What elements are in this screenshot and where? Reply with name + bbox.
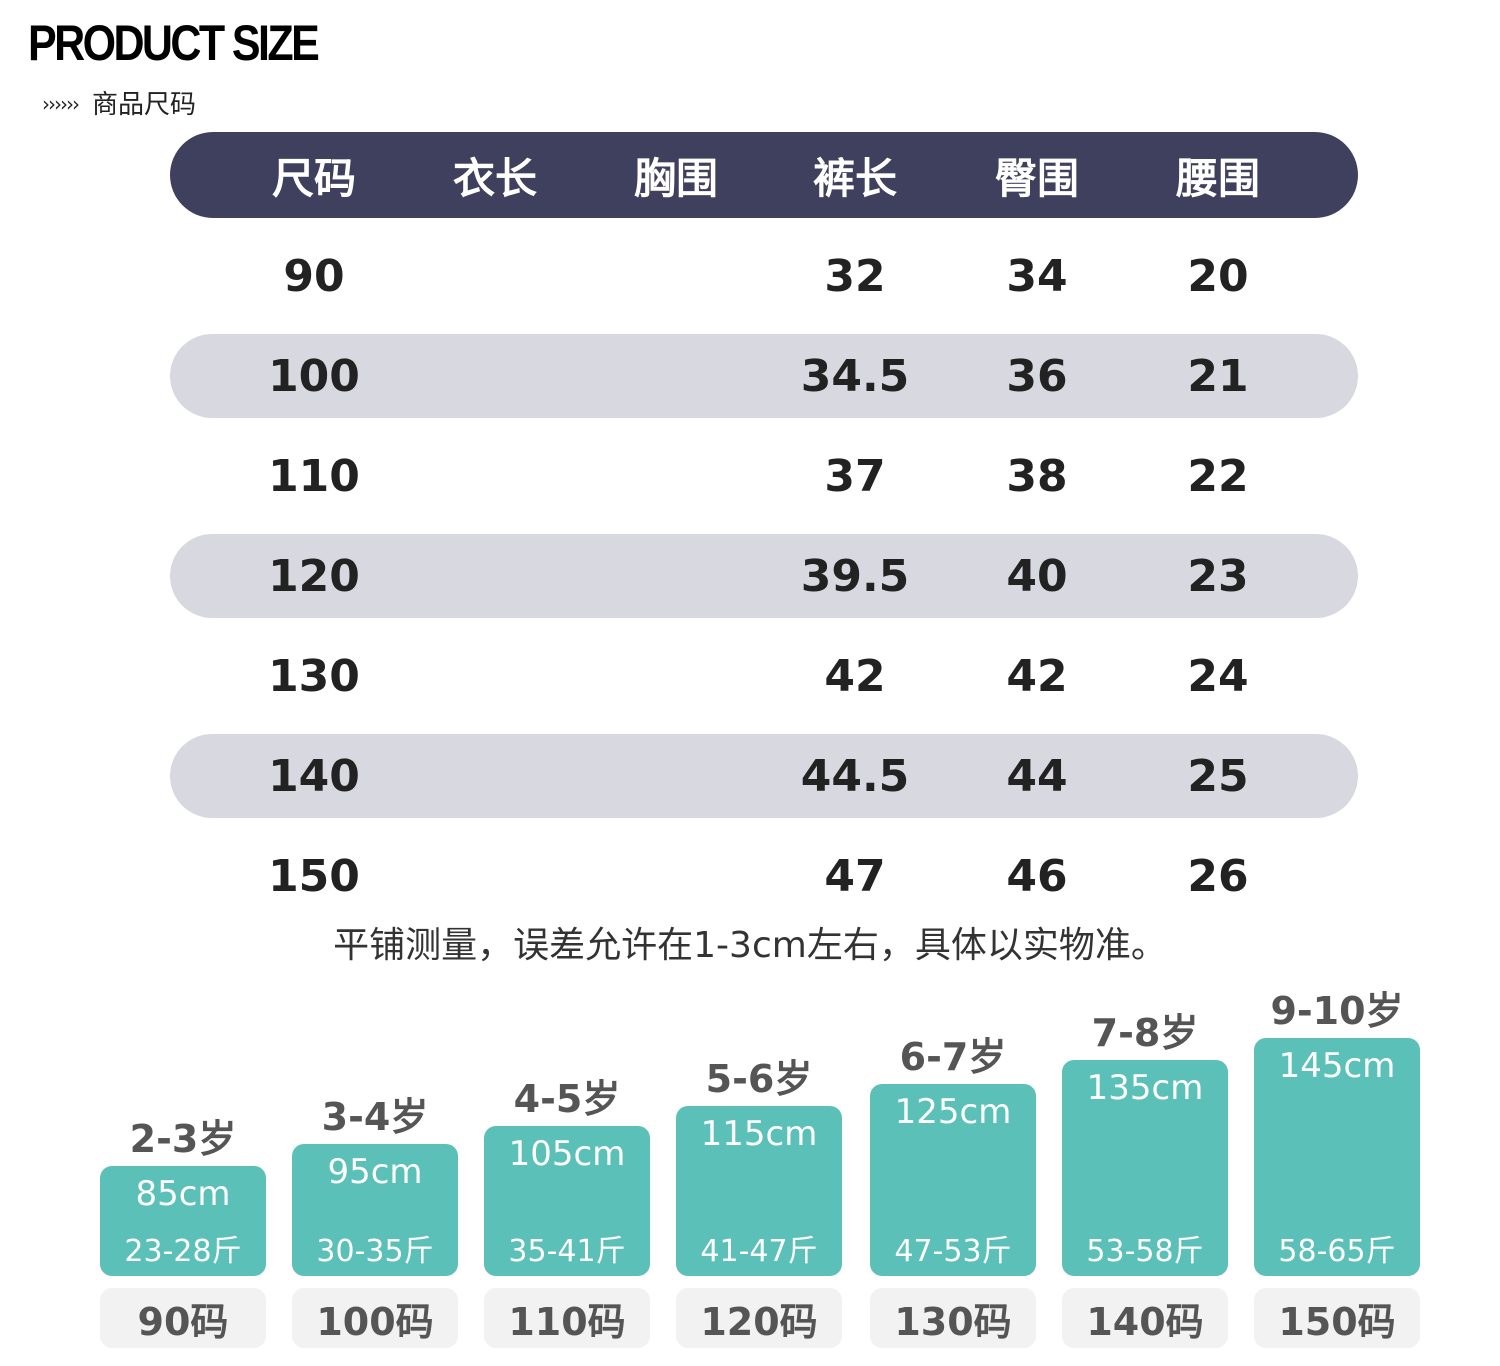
table-row: 120 39.5 40 23 (170, 534, 1358, 618)
cell-pants-length: 42 (824, 650, 886, 702)
weight-value: 41-47斤 (700, 1234, 818, 1269)
size-table-header: 尺码 衣长 胸围 裤长 臀围 腰围 (170, 132, 1358, 218)
cell-size: 140 (268, 750, 360, 802)
weight-value: 47-53斤 (894, 1234, 1012, 1269)
size-label: 110码 (484, 1288, 650, 1348)
height-value: 85cm (135, 1174, 231, 1214)
cell-hip: 46 (1006, 850, 1068, 902)
height-value: 145cm (1278, 1046, 1396, 1086)
table-row: 130 42 42 24 (170, 634, 1358, 718)
height-value: 115cm (700, 1114, 818, 1154)
age-label: 9-10岁 (1270, 989, 1404, 1033)
header-cell-waist: 腰围 (1175, 153, 1260, 203)
measurement-note: 平铺测量，误差允许在1-3cm左右，具体以实物准。 (333, 925, 1167, 966)
cell-hip: 34 (1006, 250, 1068, 302)
cell-size: 150 (268, 850, 360, 902)
size-label: 130码 (870, 1288, 1036, 1348)
age-label: 2-3岁 (129, 1117, 237, 1161)
cell-pants-length: 34.5 (800, 350, 910, 402)
weight-value: 35-41斤 (508, 1234, 626, 1269)
cell-hip: 40 (1006, 550, 1068, 602)
height-value: 95cm (327, 1152, 423, 1192)
header-cell-pants-length: 裤长 (812, 153, 897, 203)
cell-pants-length: 32 (824, 250, 886, 302)
cell-waist: 22 (1187, 450, 1249, 502)
cell-size: 90 (283, 250, 345, 302)
header-cell-size: 尺码 (271, 153, 356, 203)
subtitle-text: 商品尺码 (92, 90, 197, 120)
weight-value: 30-35斤 (316, 1234, 434, 1269)
size-label: 150码 (1254, 1288, 1420, 1348)
size-table-body: 90 32 34 20 100 34.5 36 21 110 37 38 22 120 39.5 40 23 1… (170, 234, 1358, 918)
weight-value: 58-65斤 (1278, 1234, 1396, 1269)
cell-waist: 20 (1187, 250, 1249, 302)
header-cell-chest: 胸围 (633, 153, 718, 203)
age-label: 3-4岁 (321, 1095, 429, 1139)
page-subtitle: ›››››› 商品尺码 (42, 84, 196, 121)
page-title: PRODUCT SIZE (28, 15, 320, 71)
cell-pants-length: 47 (824, 850, 886, 902)
double-chevron-icon: ›››››› (42, 92, 80, 116)
cell-pants-length: 37 (824, 450, 886, 502)
cell-size: 120 (268, 550, 360, 602)
cell-waist: 21 (1187, 350, 1249, 402)
cell-size: 130 (268, 650, 360, 702)
size-label: 120码 (676, 1288, 842, 1348)
cell-size: 100 (268, 350, 360, 402)
cell-waist: 23 (1187, 550, 1249, 602)
table-row: 150 47 46 26 (170, 834, 1358, 918)
cell-size: 110 (268, 450, 360, 502)
header-cell-hip: 臀围 (994, 153, 1079, 203)
cell-hip: 44 (1006, 750, 1068, 802)
age-label: 4-5岁 (513, 1077, 621, 1121)
size-label: 140码 (1062, 1288, 1228, 1348)
height-bar: 105cm 35-41斤 (484, 1126, 650, 1276)
height-bar: 115cm 41-47斤 (676, 1106, 842, 1276)
cell-waist: 25 (1187, 750, 1249, 802)
age-label: 5-6岁 (705, 1057, 813, 1101)
table-row: 90 32 34 20 (170, 234, 1358, 318)
age-label: 6-7岁 (899, 1035, 1007, 1079)
cell-waist: 26 (1187, 850, 1249, 902)
cell-hip: 42 (1006, 650, 1068, 702)
cell-hip: 38 (1006, 450, 1068, 502)
height-bar: 95cm 30-35斤 (292, 1144, 458, 1276)
weight-value: 23-28斤 (124, 1234, 242, 1269)
height-bar: 135cm 53-58斤 (1062, 1060, 1228, 1276)
header-cell-length: 衣长 (452, 153, 537, 203)
size-table: 尺码 衣长 胸围 裤长 臀围 腰围 90 32 34 20 100 34.5 36 21 110… (170, 132, 1358, 918)
table-row: 110 37 38 22 (170, 434, 1358, 518)
age-label: 7-8岁 (1091, 1011, 1199, 1055)
height-bar: 85cm 23-28斤 (100, 1166, 266, 1276)
weight-value: 53-58斤 (1086, 1234, 1204, 1269)
height-value: 125cm (894, 1092, 1012, 1132)
size-label: 90码 (100, 1288, 266, 1348)
height-value: 105cm (508, 1134, 626, 1174)
cell-hip: 36 (1006, 350, 1068, 402)
size-label: 100码 (292, 1288, 458, 1348)
height-bar: 145cm 58-65斤 (1254, 1038, 1420, 1276)
cell-pants-length: 39.5 (800, 550, 910, 602)
height-value: 135cm (1086, 1068, 1204, 1108)
cell-waist: 24 (1187, 650, 1249, 702)
height-bar: 125cm 47-53斤 (870, 1084, 1036, 1276)
table-row: 100 34.5 36 21 (170, 334, 1358, 418)
cell-pants-length: 44.5 (800, 750, 910, 802)
table-row: 140 44.5 44 25 (170, 734, 1358, 818)
